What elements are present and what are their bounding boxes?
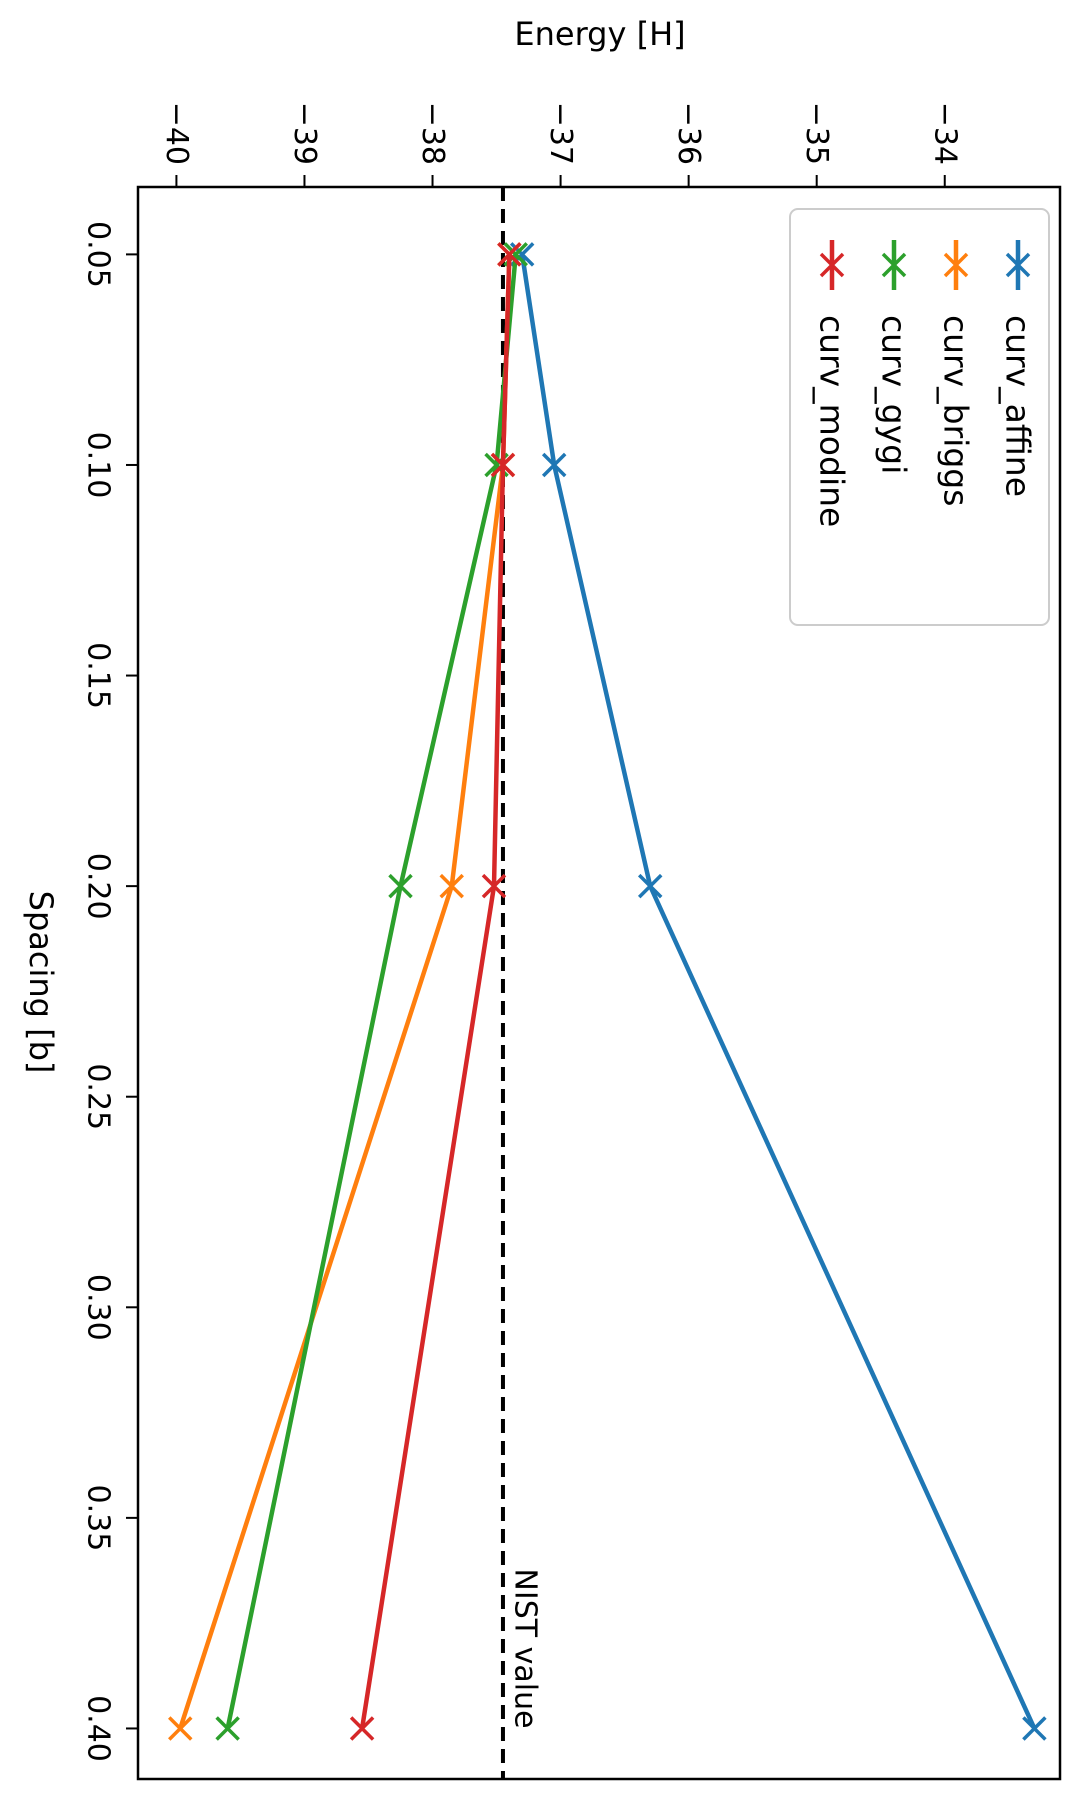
series-curv_gygi [215, 242, 529, 1741]
legend-label: curv_modine [813, 315, 852, 527]
legend-swatch-marker [1005, 252, 1031, 278]
spacing-tick-label: 0.05 [81, 221, 116, 288]
data-point-curv_modine [497, 242, 522, 267]
legend-swatch-marker [819, 252, 845, 278]
series-curv_affine [509, 242, 1047, 1741]
data-point-curv_gygi [215, 1716, 240, 1741]
spacing-tick-label: 0.30 [81, 1274, 116, 1341]
series-curv_modine [349, 242, 522, 1741]
legend-entry-curv_modine: curv_modine [813, 240, 852, 527]
legend-swatch-marker [881, 252, 907, 278]
x-axis-title: Spacing [b] [22, 891, 60, 1074]
data-point-curv_affine [637, 873, 663, 899]
data-point-curv_briggs [168, 1716, 193, 1741]
energy-tick-label: −40 [159, 102, 194, 165]
data-point-curv_modine [490, 452, 516, 478]
spacing-tick-label: 0.40 [81, 1695, 116, 1762]
legend-swatch-marker [943, 252, 969, 278]
data-point-curv_modine [481, 873, 507, 899]
energy-tick-label: −39 [287, 102, 322, 165]
spacing-tick-label: 0.15 [81, 642, 116, 709]
energy-tick-label: −35 [799, 102, 834, 165]
series-line-curv_briggs [178, 254, 512, 1730]
x-axis-ticks: 0.05 0.10 0.15 0.20 0.25 0.30 0.35 0.40 [81, 221, 138, 1762]
spacing-tick-label: 0.20 [81, 853, 116, 920]
series-curv_briggs [168, 242, 522, 1741]
series-line-curv_modine [359, 254, 512, 1729]
reference-layer: NIST value [500, 187, 542, 1779]
data-point-curv_briggs [439, 873, 464, 899]
nist-reference-label: NIST value [507, 1568, 542, 1728]
energy-tick-label: −38 [415, 102, 450, 165]
energy-tick-label: −37 [543, 102, 578, 165]
legend-entry-curv_gygi: curv_gygi [875, 240, 914, 474]
energy-tick-label: −36 [671, 102, 706, 165]
spacing-tick-label: 0.25 [81, 1063, 116, 1130]
legend-label: curv_affine [999, 315, 1038, 497]
series-layer [168, 242, 1047, 1741]
legend-entry-curv_affine: curv_affine [999, 240, 1038, 497]
energy-tick-label: −34 [927, 102, 962, 165]
y-axis-title: Energy [H] [514, 15, 685, 53]
data-point-curv_affine [541, 452, 567, 478]
series-line-curv_affine [519, 254, 1037, 1730]
legend-entries: curv_affine curv_briggs curv_gygi curv_modi… [813, 240, 1038, 527]
legend-entry-curv_briggs: curv_briggs [937, 240, 976, 506]
series-line-curv_gygi [225, 254, 519, 1729]
y-axis-ticks: −40 −39 −38 −37 −36 −35 −34 [159, 102, 962, 187]
data-point-curv_modine [349, 1716, 375, 1741]
data-point-curv_gygi [388, 873, 413, 899]
spacing-tick-label: 0.10 [81, 432, 116, 499]
spacing-tick-label: 0.35 [81, 1484, 116, 1551]
legend-box [789, 208, 1050, 626]
legend-label: curv_gygi [875, 315, 914, 474]
data-point-curv_affine [1022, 1716, 1047, 1741]
legend-label: curv_briggs [937, 315, 976, 506]
plot-area [136, 185, 1062, 1781]
legend: curv_affine curv_briggs curv_gygi curv_modi… [789, 208, 1050, 626]
